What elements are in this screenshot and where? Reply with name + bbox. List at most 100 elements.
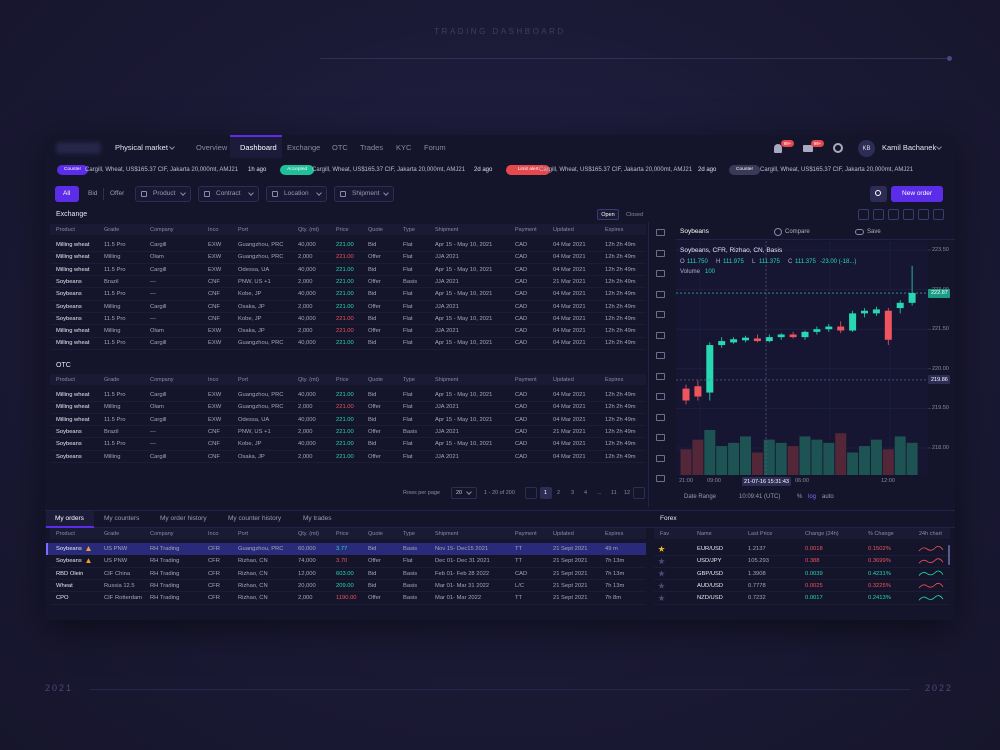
table-cell: PNW, US +1 <box>238 278 271 285</box>
orders-tab[interactable]: My trades <box>303 515 332 522</box>
orders-tab[interactable]: My order history <box>160 515 207 522</box>
nav-tab[interactable]: Forum <box>424 143 446 152</box>
forex-change: 0.388 <box>805 558 820 565</box>
page-range: 1 - 20 of 200 <box>484 490 515 496</box>
page-next[interactable] <box>633 487 645 499</box>
column-header: Updated <box>553 227 574 233</box>
table-cell: Guangzhou, PRC <box>238 404 284 411</box>
nav-tab[interactable]: OTC <box>332 143 348 152</box>
divider <box>103 188 104 200</box>
chart-footer[interactable]: auto <box>822 494 834 500</box>
toggle-label[interactable]: Closed <box>626 211 644 218</box>
orders-tab[interactable]: My orders <box>55 515 84 522</box>
table-cell: CNF <box>208 428 220 435</box>
page-link[interactable]: 4 <box>584 490 588 496</box>
new-order-button[interactable] <box>891 186 943 202</box>
table-cell: Soybeans <box>56 558 82 565</box>
table-cell: CFR <box>208 582 220 589</box>
drawing-tool[interactable] <box>656 434 665 441</box>
page-link[interactable]: 3 <box>571 490 575 496</box>
chart-footer[interactable]: % <box>797 494 803 500</box>
table-cell: Olam <box>150 328 164 335</box>
nav-tab[interactable]: Exchange <box>287 143 321 152</box>
market-select[interactable]: Physical market <box>115 143 168 152</box>
dropdown[interactable] <box>198 186 259 202</box>
dropdown[interactable] <box>266 186 327 202</box>
chart-action[interactable] <box>933 209 944 220</box>
table-cell: Apr 15 - May 10, 2021 <box>435 315 493 322</box>
volume-bar <box>704 430 716 475</box>
side-filter[interactable]: Offer <box>110 190 125 197</box>
nav-tab[interactable]: Overview <box>196 143 228 152</box>
forex-last: 1.3908 <box>748 570 766 577</box>
fav-star[interactable] <box>658 594 665 602</box>
user-name[interactable]: Kamil Bachanek <box>882 143 937 152</box>
side-filter[interactable]: Bid <box>88 190 98 197</box>
forex-name: NZD/USD <box>697 595 723 602</box>
orders-tab[interactable]: My counters <box>104 515 140 522</box>
side-filter[interactable]: All <box>63 190 71 197</box>
nav-tab[interactable]: KYC <box>396 143 412 152</box>
chart-action[interactable] <box>888 209 899 220</box>
nav-tab[interactable]: Trades <box>360 143 384 152</box>
bell-icon[interactable] <box>774 144 782 153</box>
page-link[interactable]: ... <box>597 490 602 496</box>
drawing-tool[interactable] <box>656 331 665 339</box>
save-button[interactable]: Save <box>867 229 881 235</box>
nav-tab[interactable]: Dashboard <box>240 143 277 152</box>
chart-action[interactable] <box>903 209 914 220</box>
drawing-tool[interactable] <box>656 311 665 318</box>
column-header: Payment <box>515 531 537 537</box>
ticker-text: Cargill, Wheat, US$165.37 CIF, Jakarta 2… <box>760 167 914 173</box>
drawing-tool[interactable] <box>656 249 665 257</box>
chart-action[interactable] <box>858 209 869 220</box>
table-cell: 12h 2h 49m <box>605 441 636 448</box>
page-link[interactable]: 11 <box>611 490 617 496</box>
drawing-tool[interactable] <box>656 229 665 236</box>
table-cell: Bid <box>368 582 377 589</box>
drawing-tool[interactable] <box>656 372 665 380</box>
per-page-select[interactable] <box>451 487 477 499</box>
page-link[interactable]: 2 <box>557 490 561 496</box>
chart-action[interactable] <box>918 209 929 220</box>
page-first[interactable] <box>525 487 537 499</box>
table-cell: Milling <box>104 453 121 460</box>
drawing-tool[interactable] <box>656 475 665 482</box>
chart-footer[interactable]: Date Range <box>684 494 717 500</box>
table-cell: 04 Mar 2021 <box>553 441 586 448</box>
chart-symbol[interactable]: Soybeans <box>680 228 709 235</box>
new-order-label[interactable]: New order <box>902 190 932 197</box>
drawing-tool[interactable] <box>656 290 665 298</box>
table-cell: Guangzhou, PRC <box>238 392 284 398</box>
dropdown[interactable] <box>135 186 191 202</box>
column-header: 24h chart <box>919 531 942 537</box>
dropdown[interactable] <box>334 186 394 202</box>
orders-tab[interactable]: My counter history <box>228 515 282 522</box>
ticker-text: Cargill, Wheat, US$165.37 CIF, Jakarta 2… <box>539 167 693 173</box>
drawing-tool[interactable] <box>656 270 665 277</box>
drawing-tool[interactable] <box>656 413 665 421</box>
page-link[interactable]: 12 <box>624 490 631 496</box>
fav-star[interactable] <box>658 582 665 589</box>
column-header: Price <box>336 377 349 383</box>
page-link[interactable]: 1 <box>544 490 548 496</box>
compare-button[interactable]: Compare <box>785 229 810 235</box>
toggle-label[interactable]: Open <box>601 211 615 218</box>
fav-star[interactable] <box>658 557 665 565</box>
column-header: Updated <box>553 531 574 537</box>
toggle-open[interactable] <box>597 209 619 220</box>
candle-body <box>872 309 880 314</box>
settings-icon[interactable] <box>833 143 843 153</box>
drawing-tool[interactable] <box>656 393 665 400</box>
mail-icon[interactable] <box>803 145 813 152</box>
drawing-tool[interactable] <box>656 454 665 462</box>
volume-bar <box>894 436 906 475</box>
table-cell: CFR <box>208 570 220 577</box>
fav-star[interactable] <box>658 545 665 552</box>
chart-action[interactable] <box>873 209 884 220</box>
table-cell: 49 m <box>605 546 618 552</box>
drawing-tool[interactable] <box>656 352 665 359</box>
chart-footer[interactable]: log <box>808 494 817 500</box>
fav-star[interactable] <box>658 570 665 577</box>
table-cell: EXW <box>208 242 222 248</box>
